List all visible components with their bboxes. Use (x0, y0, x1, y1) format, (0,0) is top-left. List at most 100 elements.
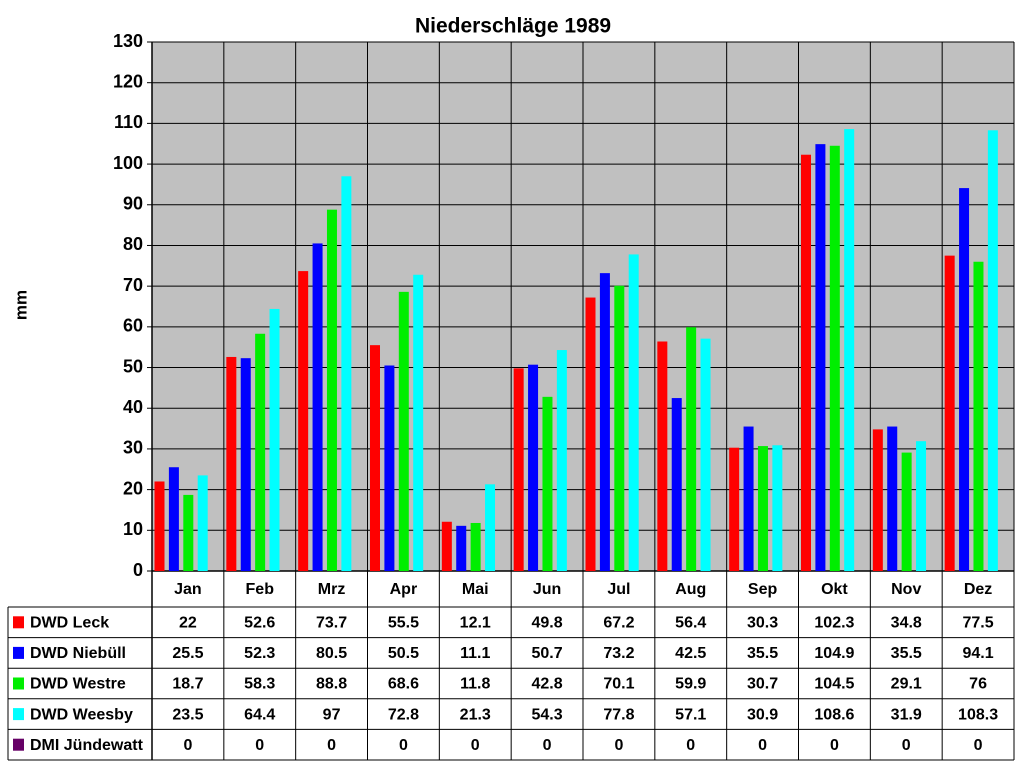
bar (470, 522, 481, 571)
bar (671, 398, 682, 571)
x-tick-label: Jan (174, 581, 202, 598)
y-tick-label: 80 (123, 234, 143, 254)
table-value: 22 (179, 615, 197, 632)
table-value: 57.1 (675, 706, 706, 723)
bar (973, 261, 984, 571)
y-tick-label: 120 (113, 71, 143, 91)
bar (384, 365, 395, 571)
legend-key (13, 738, 24, 751)
table-value: 0 (255, 737, 264, 754)
y-tick-label: 40 (123, 397, 143, 417)
legend-label: DWD Niebüll (30, 645, 126, 662)
bar (815, 144, 826, 571)
bar (729, 447, 740, 571)
chart-title: Niederschläge 1989 (415, 15, 611, 38)
bar (370, 345, 380, 571)
table-value: 77.8 (603, 706, 634, 723)
bar (513, 368, 524, 571)
bar (255, 333, 266, 571)
bar (298, 271, 309, 571)
bar (240, 358, 251, 571)
table-value: 104.5 (814, 676, 854, 693)
table-value: 77.5 (963, 615, 994, 632)
table-value: 18.7 (172, 676, 203, 693)
bar (686, 327, 697, 571)
table-value: 30.9 (747, 706, 778, 723)
y-tick-label: 90 (123, 194, 143, 214)
legend-key (13, 646, 24, 659)
table-value: 31.9 (891, 706, 922, 723)
legend-label: DWD Weesby (30, 706, 133, 723)
bar (959, 188, 970, 571)
bar (154, 481, 165, 571)
table-value: 30.7 (747, 676, 778, 693)
table-value: 12.1 (460, 615, 491, 632)
table-value: 52.6 (244, 615, 275, 632)
bar (312, 243, 323, 571)
table-value: 21.3 (460, 706, 491, 723)
x-tick-label: Aug (675, 581, 706, 598)
table-value: 97 (323, 706, 341, 723)
table-value: 0 (399, 737, 408, 754)
table-value: 70.1 (603, 676, 634, 693)
bar (485, 484, 496, 571)
bar (226, 356, 237, 571)
table-value: 68.6 (388, 676, 419, 693)
table-value: 35.5 (747, 645, 778, 662)
bar (628, 254, 639, 571)
bar (599, 273, 610, 571)
bar (700, 338, 711, 571)
y-tick-label: 10 (123, 519, 143, 539)
table-value: 35.5 (891, 645, 922, 662)
table-value: 50.5 (388, 645, 419, 662)
bar (556, 350, 567, 571)
table-value: 0 (902, 737, 911, 754)
table-value: 42.5 (675, 645, 706, 662)
table-value: 0 (974, 737, 983, 754)
x-tick-label: Sep (748, 581, 778, 598)
table-value: 108.3 (958, 706, 998, 723)
table-value: 56.4 (675, 615, 706, 632)
x-tick-label: Nov (891, 581, 921, 598)
y-axis-label: mm (11, 290, 30, 320)
bar (829, 145, 840, 571)
table-value: 0 (758, 737, 767, 754)
table-value: 58.3 (244, 676, 275, 693)
x-tick-label: Apr (390, 581, 418, 598)
bar (772, 445, 783, 571)
bar (528, 364, 539, 571)
bar (197, 475, 208, 571)
y-tick-label: 110 (114, 112, 143, 132)
table-value: 0 (471, 737, 480, 754)
table-value: 88.8 (316, 676, 347, 693)
table-value: 55.5 (388, 615, 419, 632)
table-value: 73.2 (603, 645, 634, 662)
legend-label: DMI Jündewatt (30, 737, 144, 754)
bar (916, 441, 927, 571)
table-value: 0 (614, 737, 623, 754)
table-value: 52.3 (244, 645, 275, 662)
bar (614, 285, 625, 571)
bar (456, 525, 467, 571)
table-value: 73.7 (316, 615, 347, 632)
bar (542, 396, 553, 571)
table-value: 0 (183, 737, 192, 754)
bar (757, 446, 768, 571)
table-value: 11.1 (460, 645, 490, 662)
table-value: 34.8 (891, 615, 922, 632)
bar (872, 429, 883, 571)
table-value: 0 (830, 737, 839, 754)
table-value: 0 (543, 737, 552, 754)
bar (398, 291, 409, 571)
bar (413, 274, 424, 571)
table-value: 50.7 (532, 645, 563, 662)
x-tick-label: Feb (246, 581, 275, 598)
y-tick-label: 70 (123, 275, 143, 295)
legend-label: DWD Leck (30, 615, 109, 632)
bar (168, 467, 179, 571)
table-value: 94.1 (963, 645, 994, 662)
legend-key (13, 708, 24, 721)
x-tick-label: Okt (821, 581, 848, 598)
y-tick-label: 20 (123, 478, 143, 498)
